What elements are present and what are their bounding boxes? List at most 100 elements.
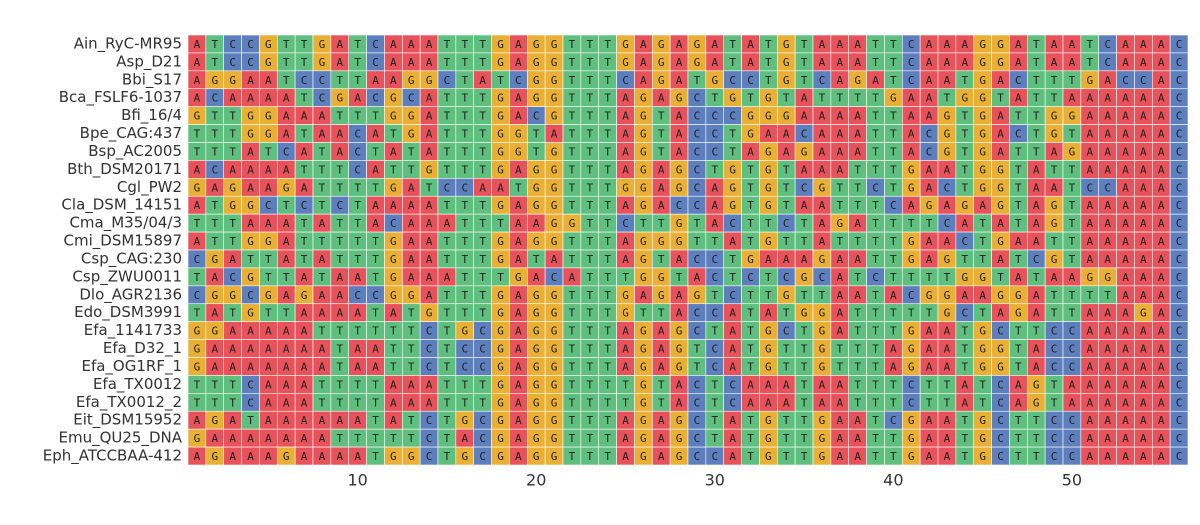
base-letter: T <box>372 450 379 463</box>
base-letter: T <box>604 217 611 230</box>
x-tick-label: 30 <box>705 471 725 490</box>
base-letter: G <box>265 235 272 248</box>
base-letter: A <box>336 307 343 320</box>
base-letter: C <box>1176 92 1183 105</box>
base-letter: T <box>354 56 361 69</box>
base-letter: G <box>1051 253 1058 266</box>
base-letter: C <box>1176 378 1183 391</box>
base-letter: T <box>390 325 397 338</box>
base-letter: G <box>747 110 754 123</box>
base-letter: A <box>283 217 290 230</box>
base-letter: A <box>658 450 665 463</box>
base-letter: G <box>640 253 647 266</box>
base-letter: A <box>319 343 326 356</box>
base-letter: A <box>926 343 933 356</box>
base-letter: A <box>1069 56 1076 69</box>
base-letter: A <box>836 56 843 69</box>
base-letter: G <box>658 38 665 51</box>
base-letter: T <box>854 92 861 105</box>
base-letter: G <box>497 163 504 176</box>
base-letter: A <box>390 414 397 427</box>
base-letter: T <box>229 145 236 158</box>
base-letter: A <box>658 92 665 105</box>
base-letter: A <box>1104 235 1111 248</box>
base-letter: T <box>872 145 879 158</box>
base-letter: A <box>283 360 290 373</box>
base-letter: T <box>569 235 576 248</box>
base-letter: G <box>997 56 1004 69</box>
base-letter: T <box>408 432 415 445</box>
base-letter: T <box>569 181 576 194</box>
base-letter: A <box>426 378 433 391</box>
base-letter: A <box>1158 145 1165 158</box>
base-letter: A <box>658 343 665 356</box>
base-letter: G <box>676 432 683 445</box>
base-letter: A <box>1158 396 1165 409</box>
base-letter: A <box>961 38 968 51</box>
base-letter: A <box>515 360 522 373</box>
base-letter: A <box>372 163 379 176</box>
base-letter: G <box>426 307 433 320</box>
base-letter: T <box>1015 163 1022 176</box>
base-letter: G <box>211 325 218 338</box>
base-letter: G <box>551 145 558 158</box>
base-letter: T <box>729 271 736 284</box>
base-letter: C <box>372 289 379 302</box>
base-letter: A <box>265 414 272 427</box>
base-letter: C <box>711 343 718 356</box>
base-letter: A <box>1140 378 1147 391</box>
base-letter: A <box>622 450 629 463</box>
base-letter: G <box>497 396 504 409</box>
base-letter: T <box>461 110 468 123</box>
base-letter: T <box>747 217 754 230</box>
row-label: Efa_OG1RF_1 <box>81 357 182 376</box>
base-letter: A <box>1122 307 1129 320</box>
base-letter: A <box>1140 56 1147 69</box>
base-letter: T <box>872 360 879 373</box>
base-letter: A <box>711 181 718 194</box>
base-letter: A <box>515 253 522 266</box>
base-letter: G <box>247 128 254 141</box>
base-letter: T <box>390 360 397 373</box>
base-letter: A <box>551 128 558 141</box>
base-letter: G <box>694 56 701 69</box>
base-letter: A <box>1104 432 1111 445</box>
base-letter: T <box>372 110 379 123</box>
base-letter: T <box>801 56 808 69</box>
base-letter: A <box>426 56 433 69</box>
base-letter: A <box>640 56 647 69</box>
base-letter: G <box>390 92 397 105</box>
base-letter: G <box>194 325 201 338</box>
base-letter: A <box>354 343 361 356</box>
base-letter: T <box>586 92 593 105</box>
base-letter: A <box>1104 253 1111 266</box>
base-letter: T <box>622 378 629 391</box>
base-letter: G <box>783 289 790 302</box>
base-letter: T <box>283 271 290 284</box>
base-letter: C <box>319 92 326 105</box>
base-letter: A <box>836 271 843 284</box>
base-letter: T <box>747 92 754 105</box>
base-letter: C <box>1104 38 1111 51</box>
base-letter: A <box>1086 128 1093 141</box>
base-letter: C <box>1176 74 1183 87</box>
base-letter: T <box>229 110 236 123</box>
base-letter: C <box>694 128 701 141</box>
base-letter: G <box>1069 110 1076 123</box>
base-letter: A <box>301 396 308 409</box>
base-letter: A <box>354 92 361 105</box>
base-letter: C <box>1176 181 1183 194</box>
base-letter: C <box>301 199 308 212</box>
base-letter: G <box>390 253 397 266</box>
row-label: Csp_CAG:230 <box>81 249 182 268</box>
base-letter: A <box>1033 199 1040 212</box>
base-letter: T <box>729 145 736 158</box>
base-letter: A <box>819 199 826 212</box>
base-letter: G <box>247 307 254 320</box>
base-letter: T <box>444 38 451 51</box>
base-letter: T <box>854 360 861 373</box>
base-letter: A <box>1033 343 1040 356</box>
base-letter: G <box>515 145 522 158</box>
base-letter: T <box>1086 289 1093 302</box>
base-letter: G <box>551 307 558 320</box>
